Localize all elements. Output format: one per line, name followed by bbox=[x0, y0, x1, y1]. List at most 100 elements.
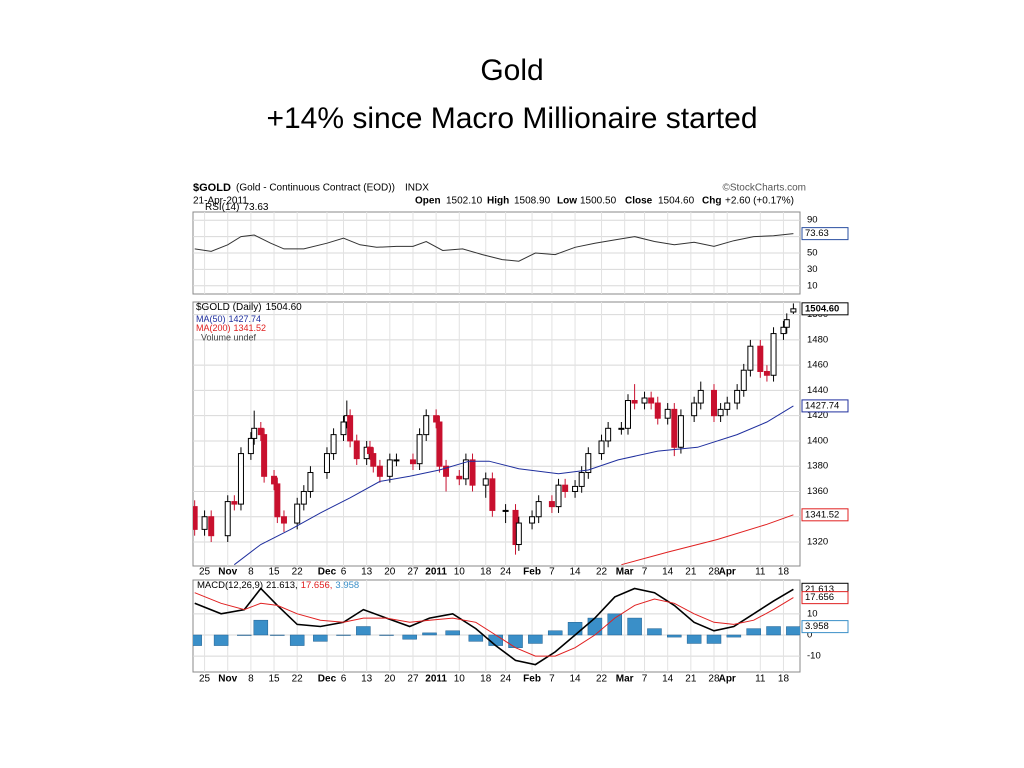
x-tick-label: 6 bbox=[341, 674, 347, 685]
legend-note: Volume undef bbox=[201, 332, 257, 342]
x-tick-label: 22 bbox=[292, 567, 304, 578]
candle-body bbox=[274, 483, 281, 518]
y-tick-label: 1360 bbox=[807, 486, 828, 497]
candle-body bbox=[436, 421, 443, 467]
y-tick-label: 1400 bbox=[807, 435, 828, 446]
value-tag-label: 17.656 bbox=[805, 592, 834, 603]
candle-body bbox=[469, 459, 476, 486]
histogram-bar bbox=[786, 626, 800, 636]
legend-name: $GOLD (Daily) bbox=[196, 302, 262, 313]
legend-value: 73.63 bbox=[243, 202, 268, 213]
value-tag bbox=[801, 620, 849, 634]
histogram-bar bbox=[253, 619, 269, 636]
contract-name: (Gold - Continuous Contract (EOD)) bbox=[236, 183, 395, 194]
candle-body bbox=[353, 440, 360, 460]
candle-body bbox=[462, 459, 469, 480]
y-tick-label: 1440 bbox=[807, 385, 828, 396]
candle-body bbox=[257, 427, 264, 436]
legend-item: 17.656, bbox=[301, 580, 333, 591]
x-tick-label: 7 bbox=[549, 567, 555, 578]
candle-body bbox=[201, 516, 208, 530]
x-tick-label: 11 bbox=[755, 674, 766, 685]
x-tick-label: 7 bbox=[549, 674, 555, 685]
value-tag bbox=[801, 591, 849, 605]
histogram-bar bbox=[213, 634, 229, 646]
candle-body bbox=[724, 402, 731, 410]
x-tick-label: 24 bbox=[500, 674, 512, 685]
exchange: INDX bbox=[405, 183, 429, 194]
ma-line bbox=[233, 405, 794, 566]
histogram-bar bbox=[686, 634, 702, 644]
x-tick-label: 28 bbox=[708, 674, 720, 685]
candle-body bbox=[654, 402, 661, 419]
candle-body bbox=[247, 437, 254, 455]
plot bbox=[193, 613, 800, 648]
x-tick-label: Nov bbox=[218, 567, 237, 578]
histogram-bar bbox=[547, 630, 563, 636]
x-tick-label: 28 bbox=[708, 567, 720, 578]
value-tag bbox=[801, 302, 849, 316]
candle-body bbox=[747, 345, 754, 371]
x-tick-label: 8 bbox=[248, 674, 254, 685]
candle-body bbox=[193, 506, 198, 530]
candle-body bbox=[456, 475, 463, 480]
candle-body bbox=[697, 389, 704, 404]
legend-name: MA(50) bbox=[196, 314, 226, 324]
x-tick-label: 10 bbox=[454, 567, 466, 578]
x-tick-label: 25 bbox=[199, 674, 211, 685]
value-tag-label: 1427.74 bbox=[805, 400, 839, 411]
histogram-bar bbox=[508, 634, 523, 648]
candle-body bbox=[585, 453, 592, 474]
y-tick-label: 1380 bbox=[807, 461, 828, 472]
y-tick-label: 1420 bbox=[807, 410, 828, 421]
x-tick-label: 27 bbox=[407, 567, 419, 578]
x-tick-label: Mar bbox=[616, 567, 634, 578]
candle-body bbox=[664, 408, 671, 419]
legend-item: MACD(12,26,9) bbox=[197, 580, 263, 591]
candle-body bbox=[366, 446, 373, 455]
candle-body bbox=[393, 459, 400, 462]
histogram-bar bbox=[237, 634, 252, 636]
x-tick-label: 8 bbox=[248, 567, 254, 578]
x-tick-label: Dec bbox=[318, 567, 337, 578]
x-tick-label: 18 bbox=[480, 567, 492, 578]
candle-body bbox=[347, 415, 354, 442]
x-tick-label: 22 bbox=[596, 674, 608, 685]
candle-body bbox=[770, 333, 777, 376]
x-tick-label: 14 bbox=[662, 567, 674, 578]
candle-body bbox=[443, 465, 450, 477]
symbol: $GOLD bbox=[193, 182, 231, 194]
candle-body bbox=[224, 501, 231, 537]
candle-body bbox=[423, 415, 430, 436]
quote-value: 1500.50 bbox=[580, 196, 617, 207]
candle-body bbox=[433, 415, 440, 423]
candle-body bbox=[572, 485, 579, 492]
histogram-bar bbox=[746, 628, 761, 636]
slide-subtitle: +14% since Macro Millionaire started bbox=[266, 102, 757, 135]
histogram-bar bbox=[289, 634, 305, 646]
candle-body bbox=[648, 397, 655, 404]
candle-body bbox=[740, 369, 747, 391]
candle-body bbox=[251, 427, 258, 439]
candle-body bbox=[605, 427, 612, 442]
legend: MACD(12,26,9) 21.613, 17.656, 3.958 bbox=[197, 580, 359, 591]
value-tag-label: 1341.52 bbox=[805, 509, 839, 520]
candle-body bbox=[618, 427, 625, 430]
x-tick-label: 6 bbox=[341, 567, 347, 578]
histogram-bar bbox=[422, 632, 437, 636]
candle-body bbox=[330, 434, 337, 455]
y-tick-label: 1460 bbox=[807, 360, 828, 371]
candle-body bbox=[624, 400, 631, 429]
candle-body bbox=[790, 308, 797, 313]
x-tick-label: Dec bbox=[318, 674, 337, 685]
histogram-bar bbox=[313, 634, 328, 642]
value-tag-label: 1504.60 bbox=[805, 303, 839, 314]
candle-body bbox=[416, 434, 423, 465]
candle-body bbox=[376, 465, 383, 477]
candle-body bbox=[280, 516, 287, 524]
value-tag bbox=[801, 508, 849, 522]
candle-body bbox=[386, 459, 393, 477]
quote-label: Low bbox=[557, 196, 577, 207]
legend-name: RSI(14) bbox=[205, 202, 239, 213]
quote-label: High bbox=[487, 196, 509, 207]
